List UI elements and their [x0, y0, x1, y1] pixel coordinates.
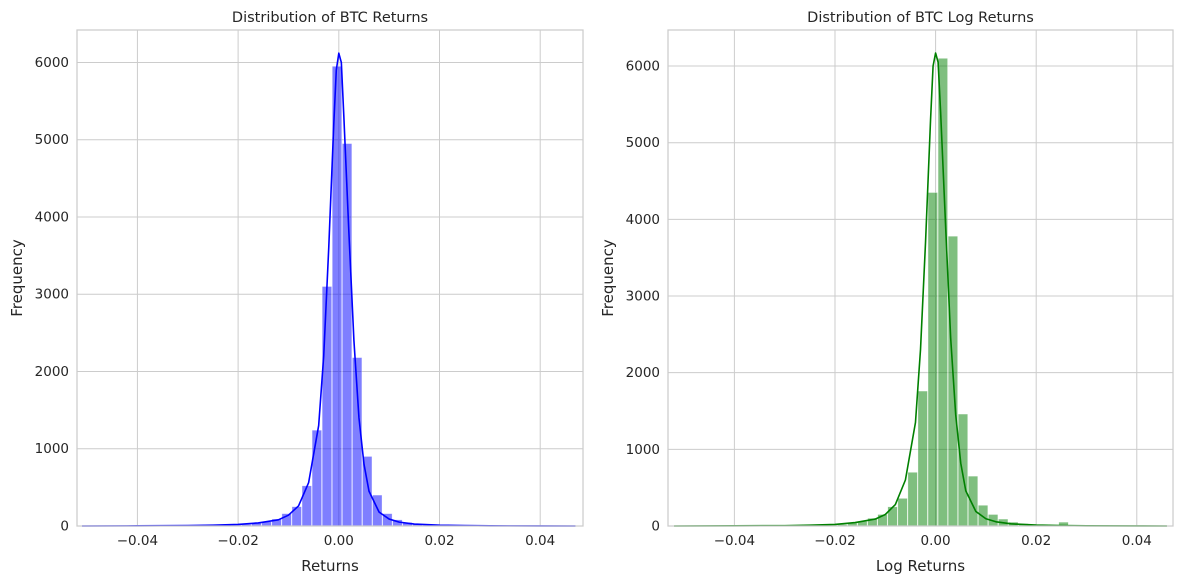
histogram-bar — [322, 286, 331, 526]
histogram-bar — [938, 58, 947, 526]
x-tick-label: 0.02 — [1021, 533, 1051, 549]
histogram-bar — [928, 193, 937, 526]
y-tick-label: 2000 — [626, 365, 660, 381]
x-tick-label: −0.02 — [217, 533, 258, 549]
chart-panel-1: −0.04 −0.02 0.00 0.02 0.04 0 1000 2000 3000 4000 5… — [8, 10, 583, 575]
histogram-bar — [978, 505, 987, 526]
y-tick-label: 5000 — [626, 135, 660, 151]
y-tick-label: 0 — [60, 519, 69, 535]
y-tick-label: 3000 — [35, 287, 69, 303]
chart-panel-2: −0.04 −0.02 0.00 0.02 0.04 0 1000 2000 3000 4000 5… — [599, 10, 1173, 575]
y-tick-label: 1000 — [35, 441, 69, 457]
y-tick-label: 4000 — [626, 212, 660, 228]
y-tick-label: 6000 — [35, 55, 69, 71]
x-tick-label: 0.02 — [424, 533, 454, 549]
chart-title: Distribution of BTC Log Returns — [807, 10, 1034, 26]
y-axis-label: Frequency — [599, 239, 617, 317]
x-tick-label: 0.00 — [921, 533, 951, 549]
histogram-bar — [312, 430, 321, 526]
y-tick-label: 2000 — [35, 364, 69, 380]
y-tick-label: 4000 — [35, 209, 69, 225]
x-tick-label: −0.04 — [714, 533, 755, 549]
histogram-bar — [908, 472, 917, 526]
x-tick-label: −0.04 — [117, 533, 158, 549]
histogram-bar — [958, 414, 967, 526]
histogram-bar — [302, 486, 311, 526]
x-tick-label: 0.04 — [525, 533, 555, 549]
x-tick-label: 0.04 — [1122, 533, 1152, 549]
y-tick-label: 5000 — [35, 132, 69, 148]
y-tick-label: 6000 — [626, 59, 660, 75]
x-axis-label: Log Returns — [876, 557, 965, 575]
histogram-bar — [968, 476, 977, 526]
x-axis-label: Returns — [301, 557, 359, 575]
y-tick-label: 1000 — [626, 442, 660, 458]
x-tick-label: 0.00 — [324, 533, 354, 549]
y-tick-label: 0 — [651, 519, 660, 535]
y-tick-label: 3000 — [626, 289, 660, 305]
histogram-bar — [898, 498, 907, 526]
x-tick-label: −0.02 — [814, 533, 855, 549]
chart-title: Distribution of BTC Returns — [232, 10, 428, 26]
histogram-bar — [918, 391, 927, 526]
y-axis-label: Frequency — [8, 239, 26, 317]
